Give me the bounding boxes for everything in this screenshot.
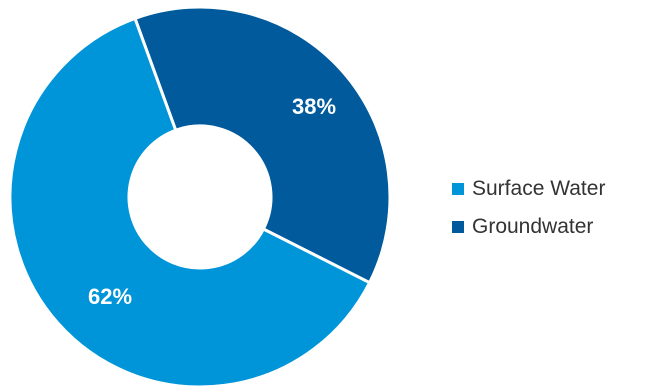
legend-item-surface-water: Surface Water xyxy=(452,170,667,208)
donut-slices xyxy=(8,5,392,389)
slice-label-surface-water: 62% xyxy=(88,284,132,309)
donut-slice-surface-water xyxy=(8,16,372,389)
slice-label-groundwater: 38% xyxy=(292,94,336,119)
legend-item-groundwater: Groundwater xyxy=(452,208,667,246)
chart-legend: Surface Water Groundwater xyxy=(452,170,667,246)
donut-slice-groundwater xyxy=(133,5,392,285)
legend-label-surface-water: Surface Water xyxy=(472,177,606,200)
legend-swatch-surface-water xyxy=(452,183,464,195)
donut-slice-labels: 38% 62% xyxy=(88,94,336,309)
legend-swatch-groundwater xyxy=(452,221,464,233)
legend-label-groundwater: Groundwater xyxy=(472,215,594,238)
